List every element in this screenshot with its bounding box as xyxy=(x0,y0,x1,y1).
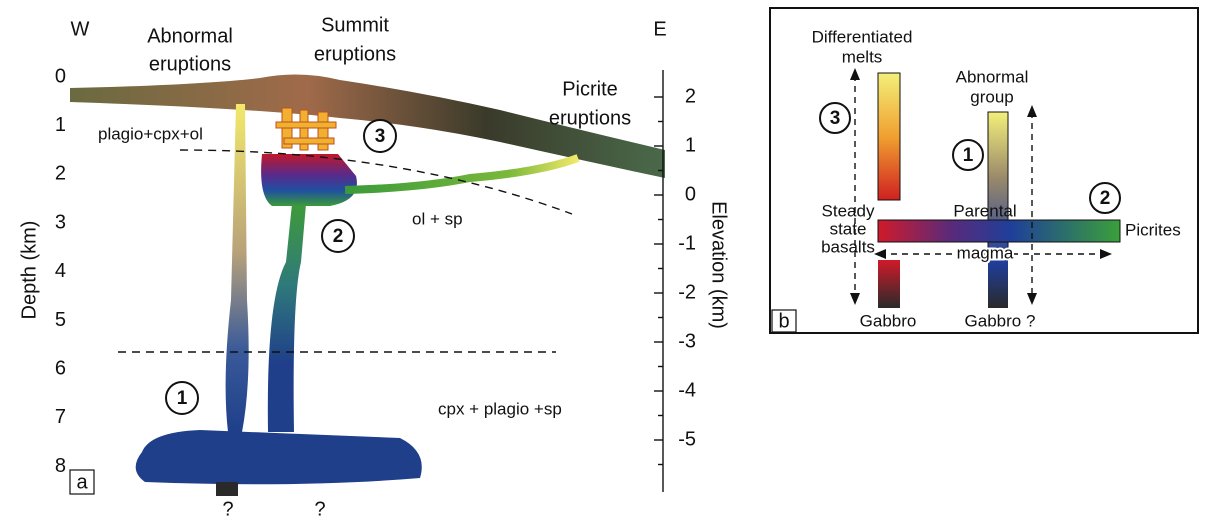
west-label: W xyxy=(71,18,90,40)
panel-label: a xyxy=(76,471,88,493)
elevation-axis-title: Elevation (km) xyxy=(708,201,730,329)
abnormal-eruptions-1: Abnormal xyxy=(147,25,233,47)
differentiated-bar xyxy=(877,72,901,201)
depth-tick-label: 2 xyxy=(55,163,66,185)
steady-3: basalts xyxy=(821,237,875,256)
differentiated-2: melts xyxy=(842,47,883,66)
elevation-tick-label: 1 xyxy=(685,134,696,156)
depth-tick-label: 1 xyxy=(55,114,66,136)
abnormal-2: group xyxy=(970,87,1013,106)
marker-circle xyxy=(1089,182,1121,214)
summit-eruptions-2: eruptions xyxy=(314,43,396,65)
conduit-1 xyxy=(225,104,249,432)
assemblage-upper: plagio+cpx+ol xyxy=(98,124,203,143)
parental-1: Parental xyxy=(953,201,1016,220)
depth-tick-label: 7 xyxy=(55,406,66,428)
elevation-tick-label: -1 xyxy=(678,232,696,254)
steady-1: Steady xyxy=(822,201,875,220)
abnormal-eruptions-2: eruptions xyxy=(149,53,231,75)
depth-tick-label: 3 xyxy=(55,211,66,233)
gabbro-right-bar xyxy=(988,260,1008,308)
unknown-1: ? xyxy=(222,498,233,520)
marker-circle xyxy=(363,119,397,153)
marker-3: 3 xyxy=(375,126,386,147)
assemblage-middle: ol + sp xyxy=(412,209,463,228)
summit-sills xyxy=(275,107,337,151)
panel-a: 0 1 2 3 4 5 6 7 8 2 1 0 -1 -2 -3 -4 -5 Depth (km) Eleva… xyxy=(18,14,729,520)
picrite-eruptions-1: Picrite xyxy=(562,78,618,100)
surface-topography xyxy=(70,74,665,178)
picrites-label: Picrites xyxy=(1125,220,1181,239)
dashed-arrows xyxy=(854,75,1105,300)
elevation-tick-label: -2 xyxy=(678,281,696,303)
panel-b: Differentiated melts Abnormal group Stea… xyxy=(769,7,1199,334)
east-label: E xyxy=(653,18,666,40)
picrite-dike xyxy=(344,154,580,194)
picrite-eruptions-2: eruptions xyxy=(549,107,631,129)
marker-2: 2 xyxy=(333,226,344,247)
conduit-2 xyxy=(267,204,306,432)
depth-tick-label: 6 xyxy=(55,357,66,379)
unknown-2: ? xyxy=(314,498,325,520)
gabbro-left-bar xyxy=(878,260,900,308)
elevation-ticks: 2 1 0 -1 -2 -3 -4 -5 xyxy=(654,85,696,466)
depth-tick-label: 0 xyxy=(55,65,66,87)
marker-circle xyxy=(952,139,984,171)
steady-2: state xyxy=(830,219,867,238)
marker-2: 2 xyxy=(1100,188,1111,209)
panel-frame xyxy=(769,7,1199,334)
marker-circle xyxy=(819,102,851,134)
elevation-tick-label: -3 xyxy=(678,330,696,352)
deep-reservoir xyxy=(135,430,422,485)
depth-axis-title: Depth (km) xyxy=(18,221,40,320)
differentiated-1: Differentiated xyxy=(812,27,913,46)
depth-tick-label: 8 xyxy=(55,455,66,477)
panel-label-box xyxy=(69,469,95,495)
abnormal-1: Abnormal xyxy=(956,67,1029,86)
assemblage-lower: cpx + plagio +sp xyxy=(438,399,562,418)
panel-label-box xyxy=(771,309,797,333)
gabbro-left: Gabbro xyxy=(860,311,917,330)
panel-label: b xyxy=(778,310,789,332)
gabbro-right: Gabbro ? xyxy=(965,311,1036,330)
marker-1: 1 xyxy=(963,145,974,166)
elevation-tick-label: -4 xyxy=(678,379,696,401)
elevation-tick-label: -5 xyxy=(678,428,696,450)
phase-boundary-upper xyxy=(179,149,573,215)
marker-1: 1 xyxy=(177,388,188,409)
summit-eruptions-1: Summit xyxy=(321,14,389,36)
parental-bar xyxy=(877,219,1121,243)
marker-3: 3 xyxy=(830,108,841,129)
marker-circle xyxy=(321,219,355,253)
depth-tick-label: 4 xyxy=(55,260,66,282)
summit-reservoir xyxy=(261,154,357,206)
elevation-tick-label: 0 xyxy=(685,183,696,205)
depth-tick-label: 5 xyxy=(55,309,66,331)
elevation-tick-label: 2 xyxy=(685,85,696,107)
deep-feeder xyxy=(216,482,238,496)
arrow-heads xyxy=(850,68,1112,305)
marker-circle xyxy=(165,381,199,415)
depth-ticks: 0 1 2 3 4 5 6 7 8 xyxy=(55,65,66,477)
parental-2: magma xyxy=(957,243,1014,262)
